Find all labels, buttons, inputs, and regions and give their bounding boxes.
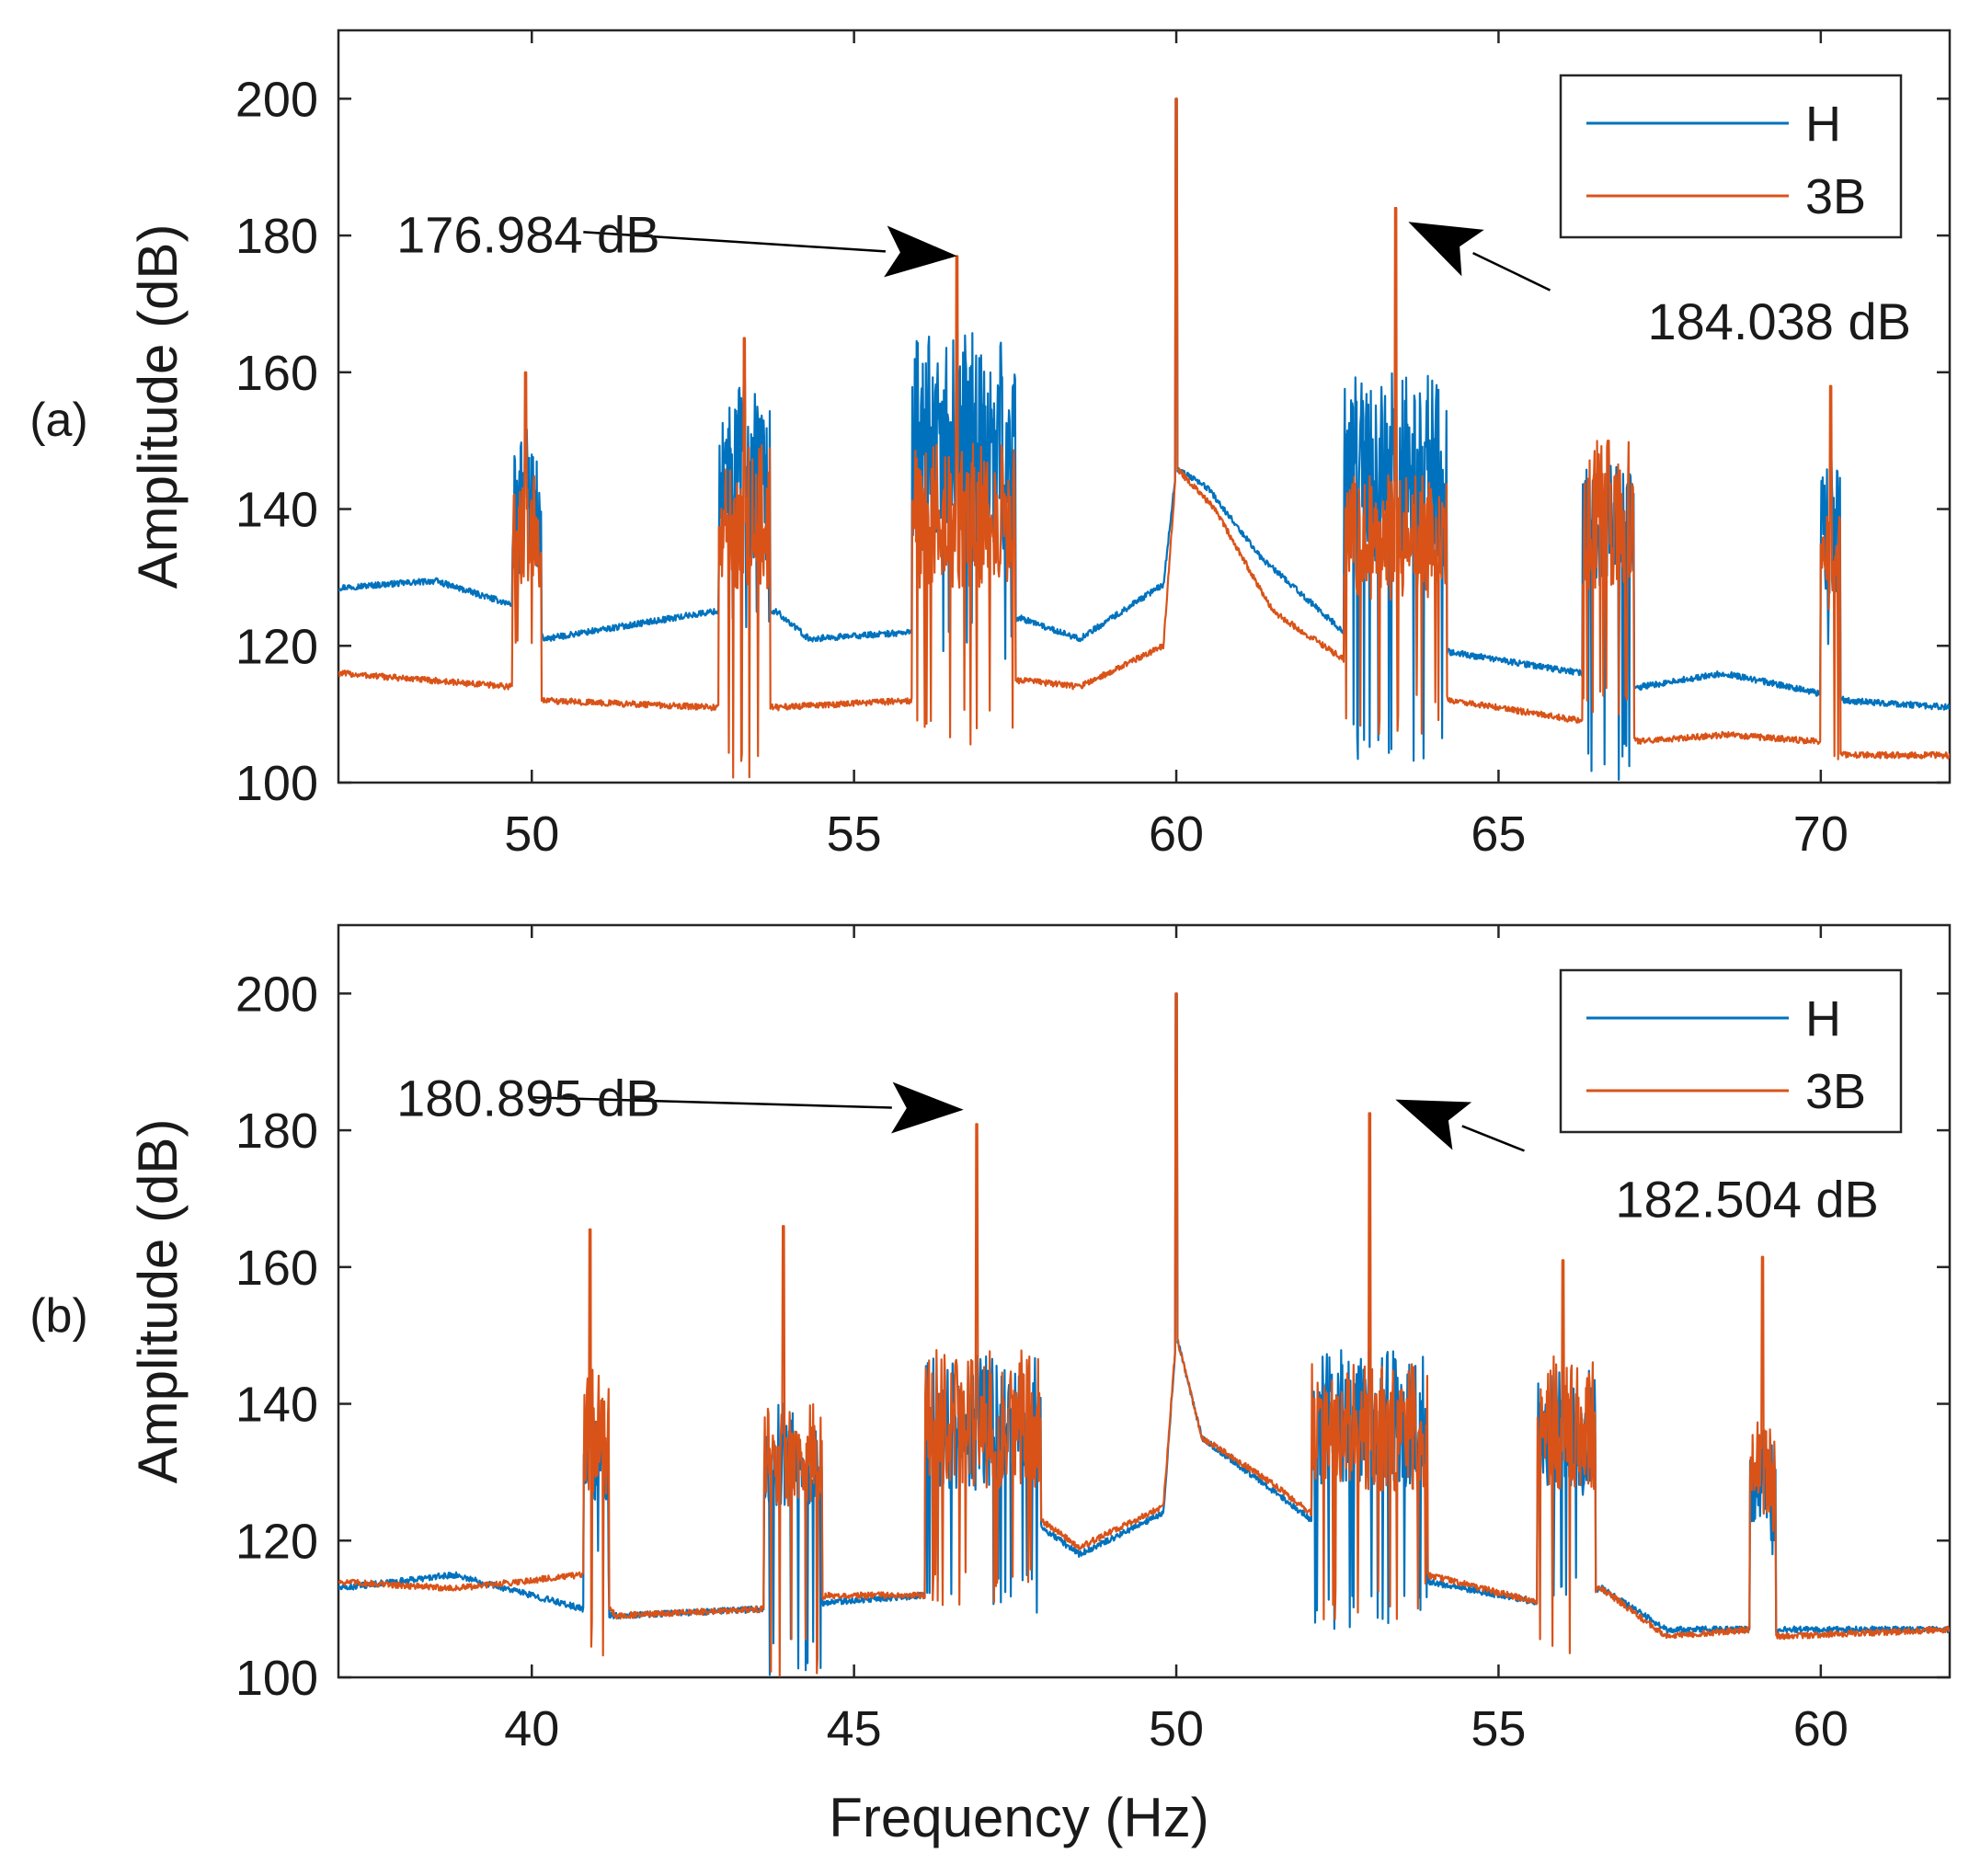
x-tick-label-b: 40 [504, 1701, 559, 1756]
x-tick-label-a: 65 [1471, 806, 1526, 862]
annotation-arrow-head [884, 225, 957, 278]
annotation-label: 180.895 dB [396, 1069, 659, 1127]
legend-box-b [1559, 968, 1903, 1134]
annotation-arrow-line [1472, 251, 1551, 292]
x-tick-label-a: 50 [504, 806, 559, 862]
annotation-arrow-head [1395, 1099, 1472, 1150]
legend-a: H 3B [1559, 74, 1903, 239]
y-tick-label-a: 200 [235, 72, 318, 127]
y-tick-label-a: 180 [235, 209, 318, 264]
legend-label-3b-a: 3B [1805, 169, 1866, 224]
y-tick-label-b: 140 [235, 1378, 318, 1433]
x-tick-label-a: 55 [827, 806, 882, 862]
annotation-arrow-line [532, 1096, 892, 1109]
x-tick-label-b: 45 [827, 1701, 882, 1756]
y-tick-label-a: 160 [235, 346, 318, 401]
x-tick-label-b: 60 [1793, 1701, 1849, 1756]
y-tick-label-a: 140 [235, 483, 318, 538]
legend-label-3b-b: 3B [1805, 1064, 1866, 1119]
series-layer-a [338, 97, 1950, 782]
panel-label-a: (a) [29, 394, 88, 447]
legend-b: H 3B [1559, 968, 1903, 1134]
y-tick-label-a: 120 [235, 619, 318, 674]
annotation-label: 182.504 dB [1615, 1170, 1878, 1228]
x-tick-label-b: 50 [1149, 1701, 1204, 1756]
y-axis-title-a: Amplitude (dB) [127, 224, 189, 589]
annotation-label: 184.038 dB [1647, 292, 1910, 350]
legend-label-h-a: H [1805, 97, 1841, 152]
legend-box-a [1559, 74, 1903, 239]
ticks-a: 50 55 60 65 70 100 120 140 160 180 200 [235, 30, 1950, 862]
x-tick-label-b: 55 [1471, 1701, 1526, 1756]
y-tick-label-b: 180 [235, 1104, 318, 1159]
annotation-arrow-head [891, 1081, 964, 1134]
x-tick-label-a: 60 [1149, 806, 1204, 862]
y-tick-label-b: 100 [235, 1651, 318, 1706]
x-axis-title: Frequency (Hz) [829, 1787, 1208, 1848]
ticks-b: 40 45 50 55 60 100 120 140 160 180 200 [235, 925, 1950, 1756]
y-axis-title-b: Amplitude (dB) [127, 1119, 189, 1484]
series-layer-b [338, 992, 1950, 1677]
series-line-h-a [338, 97, 1950, 782]
annotation-arrow-head [1408, 222, 1484, 277]
y-tick-label-b: 160 [235, 1241, 318, 1296]
annotations-a: 176.984 dB 184.038 dB [396, 206, 1911, 350]
series-line-3b-b [338, 992, 1950, 1677]
annotation-arrow-line [1461, 1125, 1525, 1152]
annotation-label: 176.984 dB [396, 206, 659, 264]
y-tick-label-a: 100 [235, 756, 318, 811]
y-tick-label-b: 200 [235, 967, 318, 1022]
legend-label-h-b: H [1805, 991, 1841, 1047]
annotations-b: 180.895 dB 182.504 dB [396, 1069, 1879, 1228]
x-tick-label-a: 70 [1793, 806, 1849, 862]
y-tick-label-b: 120 [235, 1514, 318, 1569]
panel-label-b: (b) [29, 1289, 88, 1343]
series-line-3b-a [338, 97, 1950, 779]
annotation-arrow-line [583, 231, 887, 253]
